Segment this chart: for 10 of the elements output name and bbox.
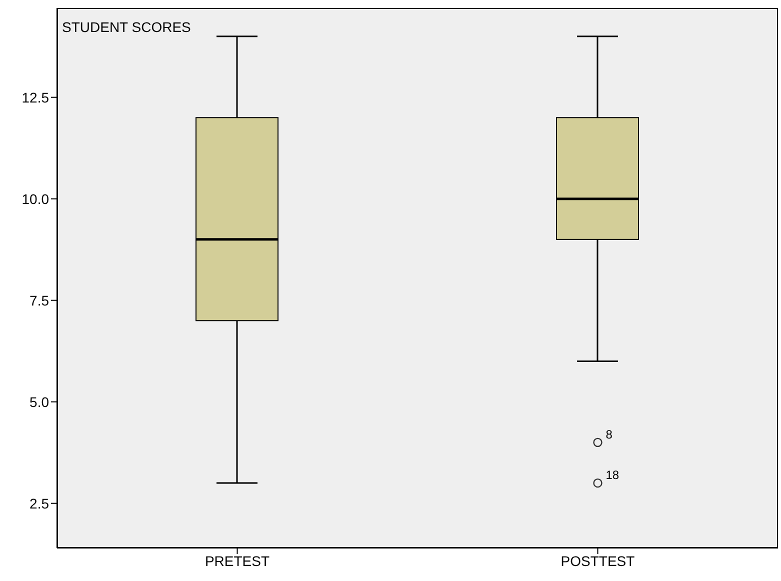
annotation: 18 xyxy=(606,468,620,482)
y-tick-label: 10.0 xyxy=(22,190,50,207)
y-tick-label: 2.5 xyxy=(30,495,50,512)
y-tick-label: 5.0 xyxy=(30,394,50,410)
annotation: 8 xyxy=(606,427,613,442)
x-tick-label: PRETEST xyxy=(204,552,270,569)
y-tick-label: 7.5 xyxy=(30,292,50,308)
y-tick-label: 12.5 xyxy=(22,89,50,106)
x-tick-label: POSTTEST xyxy=(560,552,636,569)
text: STUDENT SCORES xyxy=(62,19,191,35)
